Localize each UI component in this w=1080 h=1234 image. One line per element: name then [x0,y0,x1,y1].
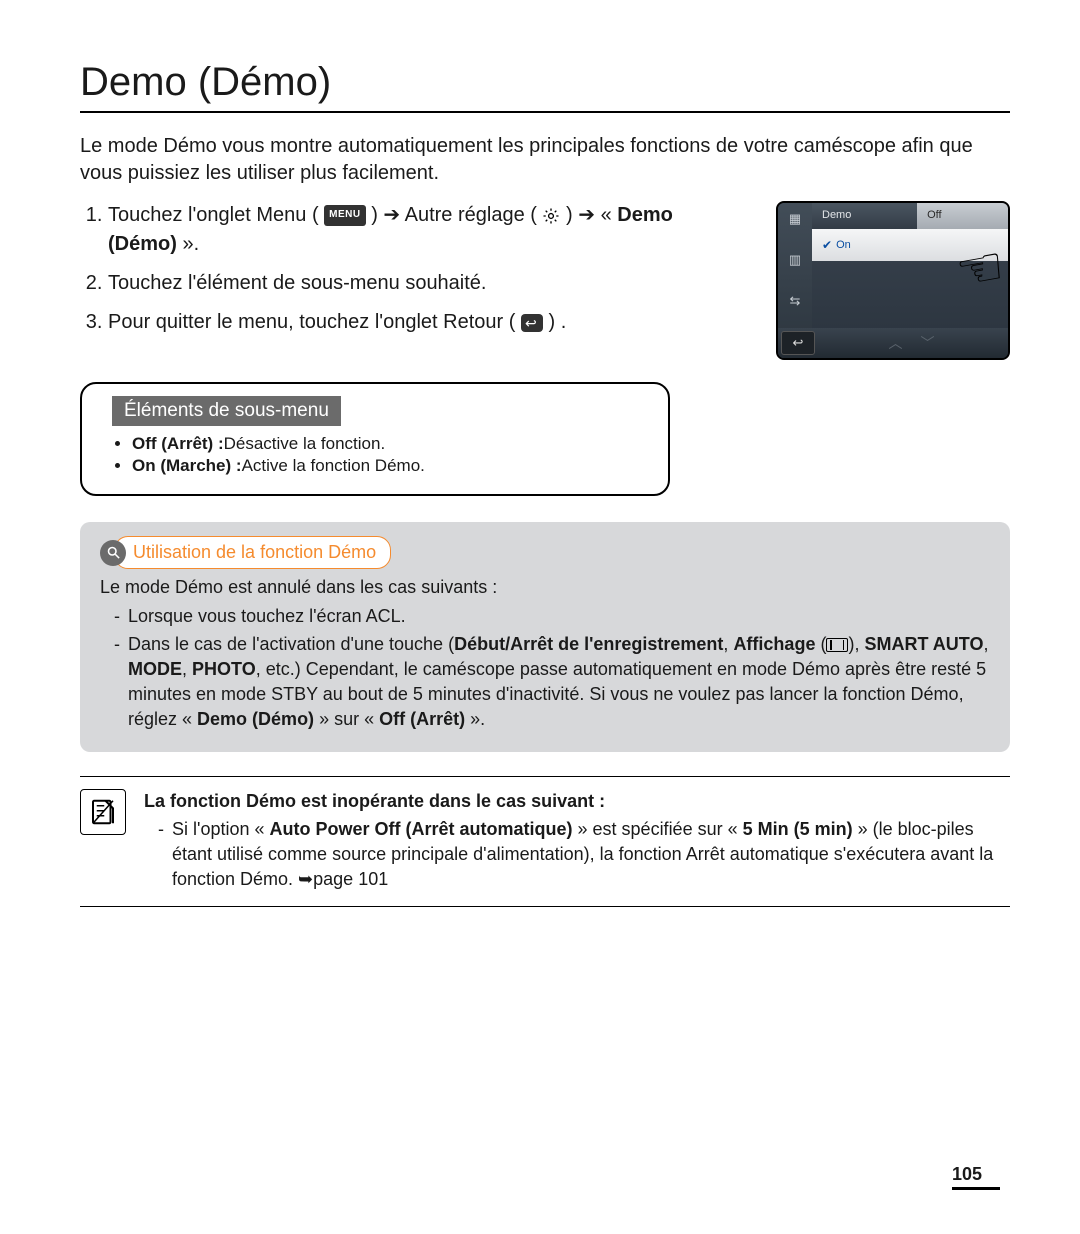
check-icon: ✔ [822,238,832,252]
n1-b1: Auto Power Off (Arrêt automatique) [270,819,573,839]
touch-hand-icon: ☜ [950,233,1009,303]
submenu-on-bold: On (Marche) : [132,456,242,475]
note-body: La fonction Démo est inopérante dans le … [144,789,1010,892]
t2-b6: SMART AUTO [864,634,983,654]
t2-f: » sur « [314,709,379,729]
submenu-list: Off (Arrêt) :Désactive la fonction. On (… [112,434,638,476]
manual-page: Demo (Démo) Le mode Démo vous montre aut… [0,0,1080,1234]
screenshot-header-demo: Demo [812,203,917,229]
page-title: Demo (Démo) [80,60,1010,113]
steps-list: Touchez l'onglet Menu ( MENU ) ➔ Autre r… [80,201,736,347]
tip-item-1: Lorsque vous touchez l'écran ACL. [114,604,990,629]
device-screenshot: ▦ ▥ ⇆ Demo Off ✔ On ☜ ↩ ︿ ﹀ [776,201,1010,360]
note-icon [80,789,126,835]
side-icon-2: ▥ [785,250,805,270]
t2-c: , [983,634,988,654]
screenshot-header: Demo Off [812,203,1008,229]
note-head: La fonction Démo est inopérante dans le … [144,789,1010,814]
display-icon [826,638,848,652]
step-1: Touchez l'onglet Menu ( MENU ) ➔ Autre r… [108,201,736,259]
t2-b5: ), [848,634,864,654]
tip-box: Utilisation de la fonction Démo Le mode … [80,522,1010,752]
submenu-off: Off (Arrêt) :Désactive la fonction. [132,434,638,454]
submenu-on-text: Active la fonction Démo. [242,456,425,475]
t2-b4: ( [815,634,826,654]
step-3-text-a: Pour quitter le menu, touchez l'onglet R… [108,311,521,333]
magnifier-icon [100,540,126,566]
t2-b1: Début/Arrêt de l'enregistrement [454,634,723,654]
submenu-on: On (Marche) :Active la fonction Démo. [132,456,638,476]
t2-b9: Demo (Démo) [197,709,314,729]
return-icon [521,314,543,332]
submenu-off-bold: Off (Arrêt) : [132,434,224,453]
n1-b2: 5 Min (5 min) [743,819,853,839]
tip-item-2: Dans le cas de l'activation d'une touche… [114,632,990,733]
step-1-text-c: ) ➔ « [566,204,617,226]
screenshot-pagers: ︿ ﹀ [815,333,1008,353]
side-icon-3: ⇆ [785,291,805,311]
t2-b8: PHOTO [192,659,256,679]
step-3: Pour quitter le menu, touchez l'onglet R… [108,308,736,337]
chevron-up-icon: ︿ [889,333,903,353]
tip-list: Lorsque vous touchez l'écran ACL. Dans l… [100,604,990,732]
n1-a: Si l'option « [172,819,270,839]
note-list: Si l'option « Auto Power Off (Arrêt auto… [144,817,1010,893]
t2-b10: Off (Arrêt) [379,709,465,729]
t2-d: , [182,659,192,679]
step-3-text-b: ) . [549,311,567,333]
step-1-text-b: ) ➔ Autre réglage ( [371,204,537,226]
menu-icon: MENU [324,205,365,226]
note-block: La fonction Démo est inopérante dans le … [80,776,1010,907]
step-1-text-d: ». [177,233,199,255]
gear-icon [542,204,566,226]
step-2: Touchez l'élément de sous-menu souhaité. [108,269,736,298]
t2-b2: , [723,634,733,654]
step-1-text-a: Touchez l'onglet Menu ( [108,204,319,226]
steps-and-screenshot: Touchez l'onglet Menu ( MENU ) ➔ Autre r… [80,201,1010,360]
submenu-box: Éléments de sous-menu Off (Arrêt) :Désac… [80,382,670,496]
submenu-off-text: Désactive la fonction. [224,434,386,453]
screenshot-back-icon: ↩ [781,331,815,355]
n1-b: » est spécifiée sur « [573,819,743,839]
intro-text: Le mode Démo vous montre automatiquement… [80,133,1010,187]
screenshot-bottom-bar: ↩ ︿ ﹀ [778,328,1008,358]
screenshot-header-off: Off [917,203,1008,229]
page-number: 105 [952,1164,1000,1190]
tip-pill-row: Utilisation de la fonction Démo [100,536,990,569]
chevron-down-icon: ﹀ [921,333,935,353]
t2-b7: MODE [128,659,182,679]
tip-pill: Utilisation de la fonction Démo [114,536,391,569]
note-item-1: Si l'option « Auto Power Off (Arrêt auto… [158,817,1010,893]
submenu-header: Éléments de sous-menu [112,396,341,426]
t2-g: ». [465,709,485,729]
t2-a: Dans le cas de l'activation d'une touche… [128,634,454,654]
t2-b3: Affichage [733,634,815,654]
tip-lead: Le mode Démo est annulé dans les cas sui… [100,575,990,600]
screenshot-on-label: On [836,239,851,251]
side-icon-1: ▦ [785,209,805,229]
